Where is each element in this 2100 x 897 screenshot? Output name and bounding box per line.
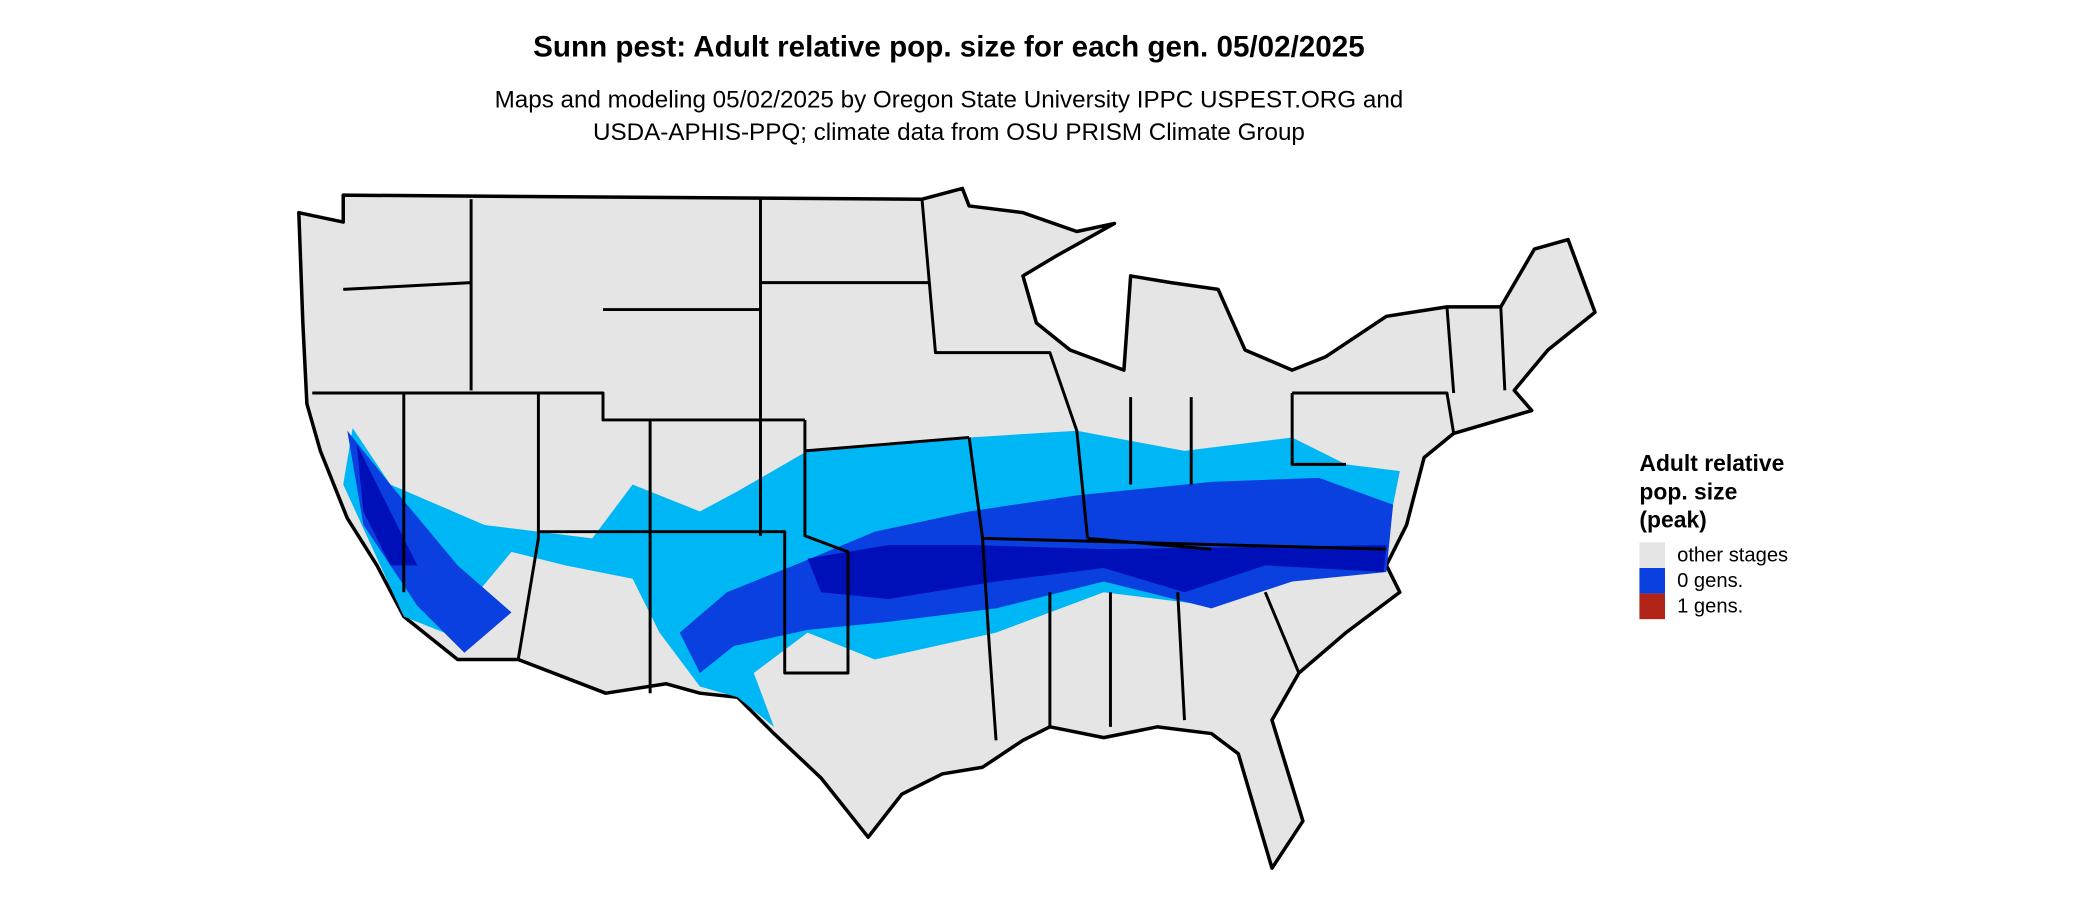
legend-swatch (1639, 568, 1666, 594)
subtitle-line: USDA-APHIS-PPQ; climate data from OSU PR… (593, 119, 1305, 146)
map (297, 186, 1597, 870)
legend-title: pop. size (1639, 478, 1737, 504)
legend-title: (peak) (1639, 507, 1706, 533)
legend-label: 1 gens. (1677, 595, 1743, 617)
legend-swatch (1639, 593, 1666, 620)
state-borders (312, 199, 1507, 741)
legend: Adult relative pop. size (peak) other st… (1639, 450, 1788, 620)
map-figure: Sunn pest: Adult relative pop. size for … (297, 31, 1788, 870)
subtitle-line: Maps and modeling 05/02/2025 by Oregon S… (495, 87, 1404, 114)
legend-label: 0 gens. (1677, 570, 1743, 592)
legend-label: other stages (1677, 544, 1788, 566)
legend-swatch (1639, 542, 1666, 569)
band-dark (356, 444, 1387, 599)
title: Sunn pest: Adult relative pop. size for … (533, 31, 1365, 64)
legend-title: Adult relative (1639, 450, 1784, 476)
